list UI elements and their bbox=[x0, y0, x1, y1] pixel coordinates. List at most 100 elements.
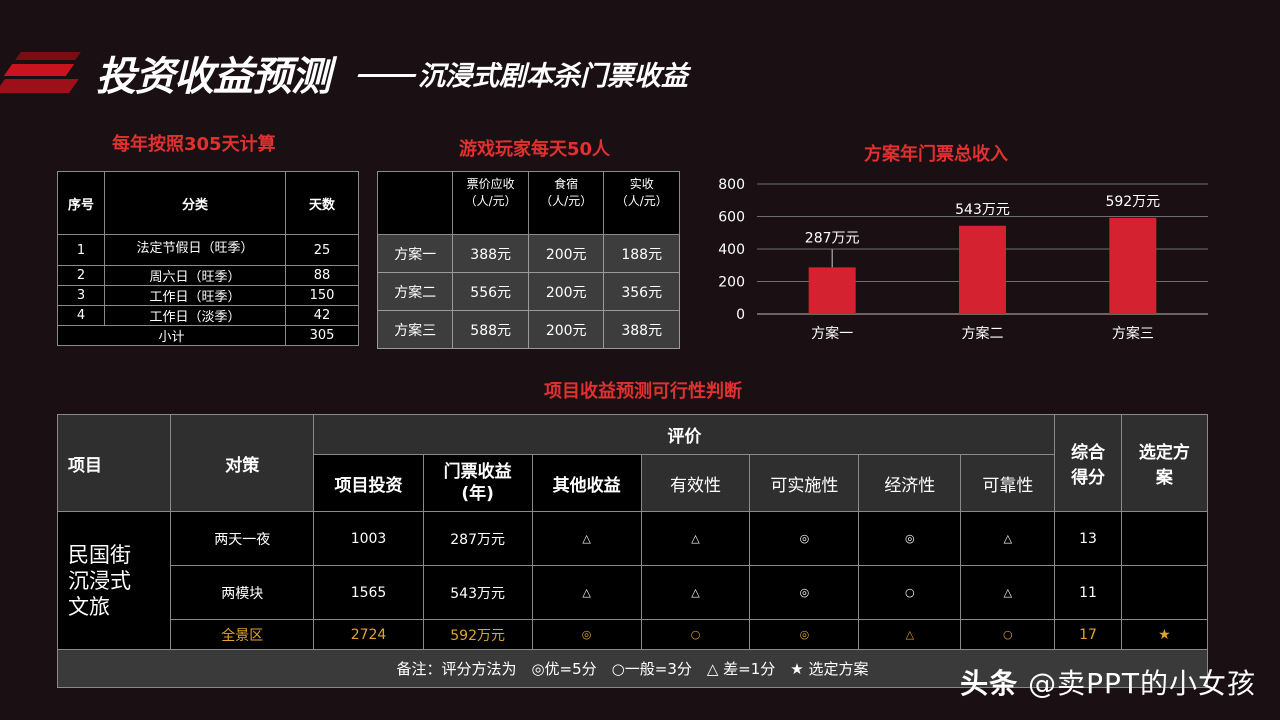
revenue-cell: 592万元 bbox=[422, 619, 533, 650]
table-row: 方案一 388元 200元 188元 bbox=[376, 234, 680, 273]
table-row: 民国街 沉浸式 文旅 两天一夜 1003 287万元 △ △ ◎ ◎ △ 13 bbox=[57, 511, 1209, 650]
rating-cell: ○ bbox=[640, 619, 751, 650]
days-total-value: 305 bbox=[285, 325, 359, 346]
rating-note: 备注：评分方法为 ◎优=5分 ○一般=3分 △ 差=1分 ★ 选定方案 bbox=[57, 649, 1208, 688]
table-row: 4 工作日（淡季） 42 bbox=[57, 305, 359, 326]
evaluation-header: 评价 bbox=[313, 414, 1056, 455]
score-cell: 11 bbox=[1054, 565, 1122, 620]
selected-cell bbox=[1120, 565, 1209, 620]
days-cell: 88 bbox=[285, 265, 359, 286]
strategy-header: 对策 bbox=[169, 414, 315, 512]
days-cell: 25 bbox=[285, 234, 359, 266]
rating-cell: ◎ bbox=[858, 511, 962, 566]
y-tick-label: 800 bbox=[718, 177, 745, 193]
subheader-effectiveness: 有效性 bbox=[640, 454, 751, 512]
project-header: 项目 bbox=[57, 414, 171, 512]
table-row: 2 周六日（旺季） 88 bbox=[57, 265, 359, 286]
score-cell: 17 bbox=[1054, 619, 1122, 650]
price-header-ticket: 票价应收 （人/元） bbox=[452, 171, 529, 235]
feasibility-table: 项目 对策 评价 综合 得分 选定方 案 项目投资 门票收益 (年) 其他收益 … bbox=[57, 414, 1209, 688]
rating-cell: △ bbox=[531, 565, 642, 620]
days-cell: 1 bbox=[57, 234, 105, 266]
page-title: 投资收益预测 bbox=[96, 54, 331, 100]
price-cell: 388元 bbox=[452, 234, 529, 273]
days-total-label: 小计 bbox=[57, 325, 286, 346]
days-cell: 2 bbox=[57, 265, 105, 286]
players-section-title: 游戏玩家每天50人 bbox=[459, 139, 611, 160]
days-cell: 4 bbox=[57, 305, 105, 326]
y-tick-label: 200 bbox=[718, 275, 745, 291]
table-row: 全景区 2724 592万元 ◎ ○ ◎ △ ○ 17 ★ bbox=[57, 619, 1209, 650]
strategy-cell: 两天一夜 bbox=[169, 511, 315, 566]
rating-cell: △ bbox=[640, 565, 751, 620]
subheader-revenue: 门票收益 (年) bbox=[422, 454, 533, 512]
watermark-brand: 头条 bbox=[960, 667, 1019, 700]
days-table: 序号 分类 天数 1 法定节假日（旺季） 25 2 周六日（旺季） 88 3 工… bbox=[57, 171, 359, 346]
selected-cell bbox=[1120, 511, 1209, 566]
feasibility-section-title: 项目收益预测可行性判断 bbox=[544, 381, 742, 402]
price-cell: 方案一 bbox=[376, 234, 454, 273]
investment-cell: 1565 bbox=[313, 565, 424, 620]
bar bbox=[808, 267, 856, 314]
table-row: 小计 305 bbox=[57, 325, 359, 346]
price-header-blank bbox=[376, 171, 454, 235]
revenue-cell: 543万元 bbox=[422, 565, 533, 620]
table-row: 方案二 556元 200元 356元 bbox=[376, 272, 680, 311]
rating-cell: ○ bbox=[858, 565, 962, 620]
rating-cell: △ bbox=[960, 565, 1056, 620]
rating-cell: △ bbox=[960, 511, 1056, 566]
days-cell: 150 bbox=[285, 285, 359, 306]
x-tick-label: 方案一 bbox=[811, 325, 853, 342]
strategy-cell: 全景区 bbox=[169, 619, 315, 650]
investment-cell: 2724 bbox=[313, 619, 424, 650]
data-label: 287万元 bbox=[805, 230, 860, 246]
price-table: 票价应收 （人/元） 食宿 （人/元） 实收 （人/元） 方案一 388元 20… bbox=[376, 171, 680, 349]
rating-cell: ◎ bbox=[749, 619, 860, 650]
rating-cell: △ bbox=[640, 511, 751, 566]
days-header-days: 天数 bbox=[285, 171, 359, 235]
project-name: 民国街 沉浸式 文旅 bbox=[57, 511, 171, 650]
price-cell: 556元 bbox=[452, 272, 529, 311]
y-tick-label: 400 bbox=[718, 242, 745, 258]
days-cell: 周六日（旺季） bbox=[104, 265, 286, 286]
days-section-title: 每年按照305天计算 bbox=[112, 134, 276, 155]
days-cell: 工作日（淡季） bbox=[104, 305, 286, 326]
days-cell: 42 bbox=[285, 305, 359, 326]
subheader-economy: 经济性 bbox=[858, 454, 962, 512]
y-tick-label: 0 bbox=[736, 307, 745, 323]
data-label: 592万元 bbox=[1105, 194, 1160, 210]
subheader-reliability: 可靠性 bbox=[960, 454, 1056, 512]
days-header-index: 序号 bbox=[57, 171, 105, 235]
subheader-other: 其他收益 bbox=[531, 454, 642, 512]
selected-header: 选定方 案 bbox=[1120, 414, 1209, 512]
watermark-handle: @卖PPT的小女孩 bbox=[1028, 667, 1256, 700]
page-subtitle: 沉浸式剧本杀门票收益 bbox=[418, 61, 688, 92]
x-tick-label: 方案三 bbox=[1112, 325, 1154, 342]
table-row: 方案三 588元 200元 388元 bbox=[376, 310, 680, 349]
price-cell: 188元 bbox=[603, 234, 680, 273]
price-cell: 方案二 bbox=[376, 272, 454, 311]
revenue-cell: 287万元 bbox=[422, 511, 533, 566]
investment-cell: 1003 bbox=[313, 511, 424, 566]
title-dash bbox=[357, 74, 417, 77]
days-cell: 工作日（旺季） bbox=[104, 285, 286, 306]
bar bbox=[959, 225, 1006, 314]
price-cell: 356元 bbox=[603, 272, 680, 311]
score-cell: 13 bbox=[1054, 511, 1122, 566]
x-tick-label: 方案二 bbox=[962, 325, 1004, 342]
rating-cell: ◎ bbox=[749, 511, 860, 566]
price-cell: 200元 bbox=[527, 234, 605, 273]
rating-cell: ○ bbox=[960, 619, 1056, 650]
days-cell: 3 bbox=[57, 285, 105, 306]
price-cell: 588元 bbox=[452, 310, 529, 349]
strategy-cell: 两模块 bbox=[169, 565, 315, 620]
bar bbox=[1109, 217, 1157, 314]
price-cell: 200元 bbox=[527, 272, 605, 311]
price-cell: 388元 bbox=[603, 310, 680, 349]
days-cell: 法定节假日（旺季） bbox=[104, 234, 286, 266]
price-cell: 200元 bbox=[527, 310, 605, 349]
price-cell: 方案三 bbox=[376, 310, 454, 349]
score-header: 综合 得分 bbox=[1054, 414, 1122, 512]
data-label: 543万元 bbox=[955, 202, 1010, 218]
